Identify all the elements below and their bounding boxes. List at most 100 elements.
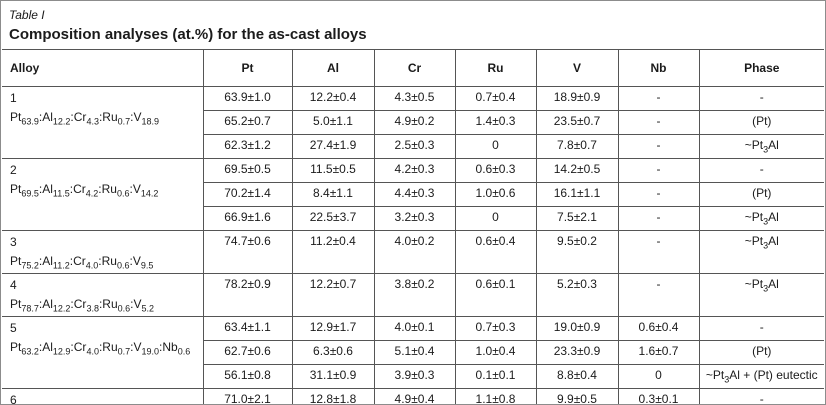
value-cell: 4.9±0.4	[373, 388, 455, 404]
value-cell: 8.8±0.4	[535, 364, 618, 389]
value-cell: 0.6±0.4	[617, 316, 699, 341]
header-row: Alloy Pt Al Cr Ru V Nb Phase	[2, 49, 824, 87]
value-cell: 9.9±0.5	[535, 388, 618, 404]
value-cell: -	[617, 182, 699, 207]
value-cell: 65.2±0.7	[202, 110, 292, 135]
value-cell: 4.2±0.3	[373, 158, 455, 183]
value-cell: 0.3±0.1	[617, 388, 699, 404]
alloy-formula: Pt75.2:Al11.2:Cr4.0:Ru0.6:V9.5	[10, 254, 154, 271]
value-cell: 63.9±1.0	[202, 86, 292, 111]
column-header-alloy: Alloy	[2, 49, 203, 87]
composition-table: Alloy Pt Al Cr Ru V Nb Phase 1 Pt63.9:Al12.2:Cr4…	[2, 49, 824, 405]
value-cell: 23.5±0.7	[535, 110, 618, 135]
alloy-cell: 1 Pt63.9:Al12.2:Cr4.3:Ru0.7:V18.9	[2, 86, 203, 159]
value-cell: 18.9±0.9	[535, 86, 618, 111]
table-row: 5 Pt63.2:Al12.9:Cr4.0:Ru0.7:V19.0:Nb0.6 63…	[2, 316, 824, 389]
value-cell: 7.8±0.7	[535, 134, 618, 159]
phase-cell: ~Pt3Al	[698, 230, 824, 274]
value-cell: 4.4±0.3	[373, 182, 455, 207]
table-row: 3 Pt75.2:Al11.2:Cr4.0:Ru0.6:V9.5 74.7±0.6 1…	[2, 230, 824, 274]
alloy-cell: 4 Pt78.7:Al12.2:Cr3.8:Ru0.6:V5.2	[2, 273, 203, 317]
table-row: 66.9±1.6 22.5±3.7 3.2±0.3 0 7.5±2.1- ~Pt3Al	[2, 206, 824, 231]
value-cell: 3.9±0.3	[373, 364, 455, 389]
value-cell: 5.2±0.3	[535, 273, 618, 317]
phase-cell: -	[698, 316, 824, 341]
alloy-formula: Pt63.9:Al12.2:Cr4.3:Ru0.7:V18.9	[10, 110, 160, 127]
value-cell: 0.6±0.3	[454, 158, 536, 183]
value-cell: 4.9±0.2	[373, 110, 455, 135]
alloy-cell: 2 Pt69.5:Al11.5:Cr4.2:Ru0.6:V14.2	[2, 158, 203, 231]
alloy-number: 4	[10, 278, 17, 292]
table-row: 65.2±0.7 5.0±1.1 4.9±0.2 1.4±0.3 23.5±0.7- (P…	[2, 110, 824, 135]
value-cell: -	[617, 86, 699, 111]
column-header-phase: Phase	[698, 49, 824, 87]
column-header-v: V	[535, 49, 618, 87]
value-cell: 9.5±0.2	[535, 230, 618, 274]
table-row: 4 Pt78.7:Al12.2:Cr3.8:Ru0.6:V5.2 78.2±0.9 1…	[2, 273, 824, 317]
value-cell: 8.4±1.1	[291, 182, 374, 207]
alloy-number: 1	[10, 91, 17, 105]
value-cell: 11.5±0.5	[291, 158, 374, 183]
value-cell: 1.0±0.4	[454, 340, 536, 365]
value-cell: 27.4±1.9	[291, 134, 374, 159]
table-row: 56.1±0.8 31.1±0.9 3.9±0.3 0.1±0.1 8.8±0.4 0 ~P…	[2, 364, 824, 389]
alloy-number: 2	[10, 163, 17, 177]
value-cell: -	[617, 206, 699, 231]
value-cell: 4.0±0.1	[373, 316, 455, 341]
value-cell: 0.7±0.3	[454, 316, 536, 341]
value-cell: 74.7±0.6	[202, 230, 292, 274]
value-cell: 14.2±0.5	[535, 158, 618, 183]
value-cell: 11.2±0.4	[291, 230, 374, 274]
value-cell: 31.1±0.9	[291, 364, 374, 389]
table-caption: Table I Composition analyses (at.%) for …	[1, 1, 825, 43]
value-cell: 1.1±0.8	[454, 388, 536, 404]
phase-cell: (Pt)	[698, 182, 824, 207]
value-cell: 0.1±0.1	[454, 364, 536, 389]
value-cell: 62.7±0.6	[202, 340, 292, 365]
value-cell: 12.2±0.4	[291, 86, 374, 111]
column-header-cr: Cr	[373, 49, 455, 87]
alloy-cell: 6Pt71.7:Al12.8:Cr4.9:Ru1.1:V9.9:Nb0.3	[2, 388, 203, 405]
value-cell: 0	[454, 206, 536, 231]
table-row: 62.3±1.2 27.4±1.9 2.5±0.3 0 7.8±0.7- ~Pt3Al	[2, 134, 824, 159]
value-cell: 62.3±1.2	[202, 134, 292, 159]
value-cell: 1.0±0.6	[454, 182, 536, 207]
value-cell: 2.5±0.3	[373, 134, 455, 159]
value-cell: 1.6±0.7	[617, 340, 699, 365]
table-row: 70.2±1.4 8.4±1.1 4.4±0.3 1.0±0.6 16.1±1.1- (P…	[2, 182, 824, 207]
value-cell: 12.8±1.8	[291, 388, 374, 404]
value-cell: 22.5±3.7	[291, 206, 374, 231]
table-title: Composition analyses (at.%) for the as-c…	[9, 26, 367, 43]
phase-cell: ~Pt3Al + (Pt) eutectic	[698, 364, 824, 389]
alloy-formula: Pt69.5:Al11.5:Cr4.2:Ru0.6:V14.2	[10, 182, 159, 199]
value-cell: 1.4±0.3	[454, 110, 536, 135]
alloy-number: 6	[10, 393, 17, 405]
phase-cell: -	[698, 86, 824, 111]
column-header-pt: Pt	[202, 49, 292, 87]
value-cell: 3.8±0.2	[373, 273, 455, 317]
alloy-formula: Pt78.7:Al12.2:Cr3.8:Ru0.6:V5.2	[10, 297, 155, 314]
alloy-formula: Pt63.2:Al12.9:Cr4.0:Ru0.7:V19.0:Nb0.6	[10, 340, 191, 357]
table-row: 1 Pt63.9:Al12.2:Cr4.3:Ru0.7:V18.9 63.9±1.0…	[2, 86, 824, 159]
phase-cell: ~Pt3Al	[698, 134, 824, 159]
value-cell: 0.7±0.4	[454, 86, 536, 111]
value-cell: 71.0±2.1	[202, 388, 292, 404]
table-label: Table I	[9, 8, 45, 22]
value-cell: -	[617, 134, 699, 159]
value-cell: -	[617, 110, 699, 135]
alloy-cell: 5 Pt63.2:Al12.9:Cr4.0:Ru0.7:V19.0:Nb0.6	[2, 316, 203, 389]
value-cell: 0.6±0.4	[454, 230, 536, 274]
value-cell: 78.2±0.9	[202, 273, 292, 317]
phase-cell: ~Pt3Al	[698, 273, 824, 317]
value-cell: -	[617, 158, 699, 183]
alloy-cell: 3 Pt75.2:Al11.2:Cr4.0:Ru0.6:V9.5	[2, 230, 203, 274]
value-cell: 5.0±1.1	[291, 110, 374, 135]
value-cell: -	[617, 273, 699, 317]
value-cell: 12.9±1.7	[291, 316, 374, 341]
value-cell: 69.5±0.5	[202, 158, 292, 183]
value-cell: 4.0±0.2	[373, 230, 455, 274]
alloy-number: 5	[10, 321, 17, 335]
value-cell: 6.3±0.6	[291, 340, 374, 365]
column-header-al: Al	[291, 49, 374, 87]
